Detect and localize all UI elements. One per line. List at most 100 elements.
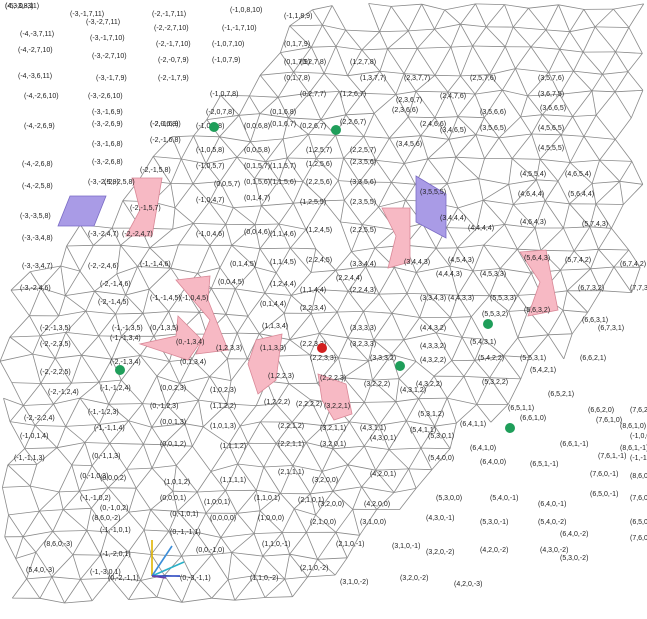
tiling-edge xyxy=(206,95,222,120)
tiling-edge xyxy=(292,576,309,597)
tiling-edge xyxy=(231,552,263,557)
tiling-edge xyxy=(476,377,491,405)
tiling-edge xyxy=(364,401,396,403)
tiling-edge xyxy=(205,512,222,538)
tiling-edge xyxy=(472,270,490,296)
tiling-edge xyxy=(474,355,504,361)
tiling-edge xyxy=(255,490,261,511)
tiling-edge xyxy=(336,291,349,313)
tiling-edge xyxy=(162,423,186,445)
tiling-edge xyxy=(321,471,334,492)
basis-vectors xyxy=(151,540,185,579)
tiling-edge xyxy=(415,74,436,92)
tiling-edge xyxy=(614,117,632,140)
tiling-edge xyxy=(126,467,153,470)
vertex-label: (3,6,7,5) xyxy=(538,91,564,98)
tiling-edge xyxy=(485,4,505,28)
vertex-label: (5,3,0,1) xyxy=(428,433,454,440)
tiling-edge xyxy=(310,493,316,516)
tiling-edge xyxy=(71,464,80,492)
tiling-edge xyxy=(156,361,170,377)
tiling-edge xyxy=(446,227,458,249)
tiling-edge xyxy=(559,90,593,95)
tiling-edge xyxy=(26,576,52,580)
tiling-edge xyxy=(94,290,126,296)
tiling-edge xyxy=(460,75,476,95)
vertex-label: (4,4,4,4) xyxy=(468,225,494,232)
tiling-edge xyxy=(202,403,228,428)
tiling-edge xyxy=(591,159,600,184)
tiling-edge xyxy=(460,23,487,28)
tiling-edge xyxy=(231,244,260,250)
tiling-edge xyxy=(507,378,522,405)
tiling-edge xyxy=(408,468,432,471)
tiling-edge xyxy=(283,134,309,140)
tiling-edge xyxy=(615,27,630,53)
tiling-edge xyxy=(72,554,81,580)
tiling-edge xyxy=(569,162,593,184)
vertex-label: (5,3,2,2) xyxy=(482,379,508,386)
tiling-edge xyxy=(395,378,400,402)
tiling-edge xyxy=(599,139,616,161)
tiling-edge xyxy=(150,509,178,512)
tiling-edge xyxy=(347,337,369,362)
tiling-edge xyxy=(29,315,41,337)
tiling-edge xyxy=(434,75,449,93)
tiling-edge xyxy=(378,425,390,450)
tiling-edge xyxy=(168,531,182,557)
tiling-edge xyxy=(195,512,207,533)
tiling-edge xyxy=(238,113,260,116)
tiling-edge xyxy=(534,200,546,229)
tiling-edge xyxy=(128,551,152,555)
tiling-edge xyxy=(231,245,256,268)
tiling-edge xyxy=(264,596,293,598)
tiling-edge xyxy=(7,448,25,466)
vertex-label: (3,6,6,5) xyxy=(540,105,566,112)
tiling-edge xyxy=(64,270,81,296)
vertex-label: (1,2,5,5) xyxy=(300,199,326,206)
tiling-edge xyxy=(483,244,518,250)
tiling-edge xyxy=(220,94,250,97)
vertex-label: (3,1,0,-2) xyxy=(340,579,368,586)
tiling-edge xyxy=(107,469,127,489)
tiling-edge xyxy=(181,577,193,603)
vertex-label: (0,1,4,4) xyxy=(260,301,286,308)
vertex-label: (-4,-2,6,8) xyxy=(22,161,53,168)
vertex-label: (-3,-3,4,7) xyxy=(22,263,53,270)
tiling-edge xyxy=(404,158,428,164)
tiling-edge xyxy=(292,465,323,472)
axis-w-vector xyxy=(151,545,173,577)
vertex-label: (-1,-1,2,4) xyxy=(100,385,131,392)
tiling-edge xyxy=(248,95,261,114)
tiling-edge xyxy=(474,93,485,118)
tiling-edge xyxy=(291,289,317,296)
tiling-edge xyxy=(320,114,346,121)
tiling-edge xyxy=(170,183,176,208)
tiling-edge xyxy=(548,72,560,95)
vertex-label: (0,1,7,8) xyxy=(284,75,310,82)
tiling-edge xyxy=(84,424,100,443)
tiling-edge xyxy=(361,486,378,510)
tiling-edge xyxy=(498,137,513,159)
vertex-label: (4,3,2,2) xyxy=(416,381,442,388)
tiling-edge xyxy=(323,180,339,202)
tiling-edge xyxy=(364,445,390,450)
tiling-edge xyxy=(406,293,421,318)
vertex-label: (5,6,3,2) xyxy=(524,307,550,314)
vertex-label: (1,2,5,6) xyxy=(306,161,332,168)
tiling-edge xyxy=(305,425,325,443)
vertex-label: (8,6,1,0) xyxy=(620,423,646,430)
tiling-edge xyxy=(613,8,630,28)
tiling-edge xyxy=(236,156,266,163)
tiling-edge xyxy=(142,403,167,406)
tiling-edge xyxy=(504,26,514,47)
tiling-edge xyxy=(99,531,108,556)
vertex-label: (3,4,5,6) xyxy=(396,141,422,148)
tiling-edge xyxy=(91,487,109,509)
tiling-edge xyxy=(315,248,336,271)
tiling-edge xyxy=(275,443,294,466)
vertex-label: (-1,-1,0,2) xyxy=(80,495,111,502)
tiling-edge xyxy=(508,309,529,312)
tiling-edge xyxy=(226,403,241,427)
tiling-edge xyxy=(407,91,417,118)
